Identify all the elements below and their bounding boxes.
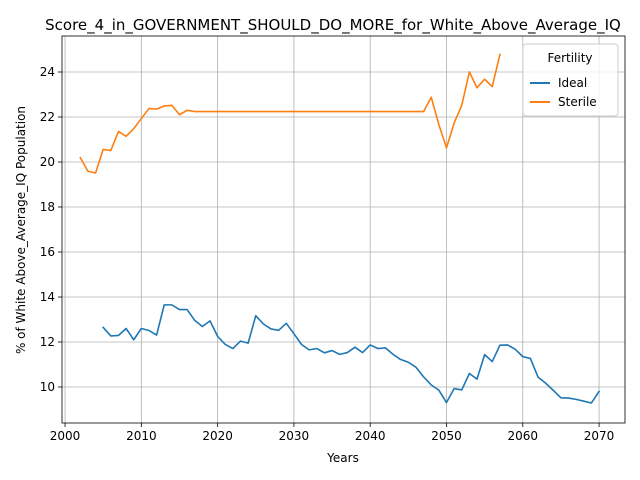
x-axis-label: Years [326,451,359,465]
y-tick-label: 12 [40,335,55,349]
plot-frame [61,35,626,424]
y-tick-label: 14 [40,290,55,304]
x-tick-label: 2030 [279,429,310,443]
series-line-sterile [79,53,501,174]
y-tick-label: 20 [40,155,55,169]
chart-title: Score_4_in_GOVERNMENT_SHOULD_DO_MORE_for… [45,16,621,35]
x-tick-label: 2010 [126,429,157,443]
y-tick-label: 24 [40,65,55,79]
y-axis-ticks: 10 12 14 16 18 20 22 24 [40,65,62,394]
legend-title: Fertility [547,51,592,65]
legend-label-sterile: Sterile [558,95,597,109]
x-tick-label: 2020 [202,429,233,443]
y-tick-label: 16 [40,245,55,259]
x-tick-label: 2050 [431,429,462,443]
x-axis-ticks: 2000 2010 2020 2030 2040 2050 2060 2070 [50,423,615,443]
x-tick-label: 2040 [355,429,386,443]
legend-box [522,43,619,117]
x-tick-label: 2060 [508,429,539,443]
y-tick-label: 10 [40,380,55,394]
legend: Fertility Ideal Sterile [522,43,619,117]
y-axis-label: % of White Above_Average_IQ Population [14,106,28,354]
legend-label-ideal: Ideal [558,76,587,90]
series-layer [79,53,601,404]
x-tick-label: 2000 [50,429,81,443]
y-tick-label: 22 [40,110,55,124]
series-line-ideal [102,304,601,404]
y-tick-label: 18 [40,200,55,214]
x-tick-label: 2070 [584,429,615,443]
